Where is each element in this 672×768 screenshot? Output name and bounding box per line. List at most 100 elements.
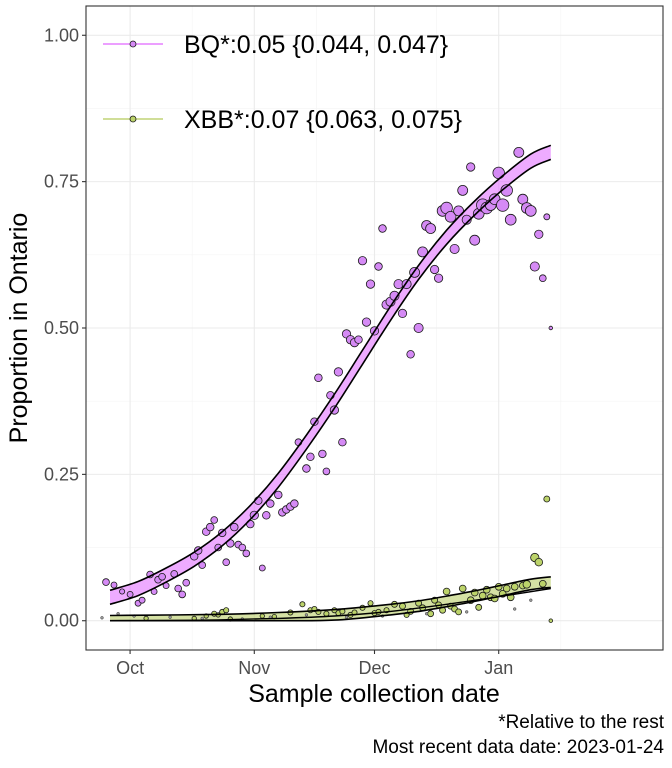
xbb-point: [478, 591, 487, 600]
bq-point: [513, 146, 525, 158]
xbb-fit-band: [110, 576, 551, 621]
bq-point: [338, 438, 347, 447]
bq-point: [361, 317, 372, 327]
bq-point: [174, 584, 183, 593]
x-tick-label: Oct: [116, 658, 144, 678]
rest-point: [425, 612, 429, 616]
fit-bands: [110, 145, 551, 621]
xbb-point: [299, 601, 306, 608]
rest-point: [344, 615, 349, 619]
bq-point: [529, 261, 540, 272]
bq-point: [466, 162, 476, 172]
bq-point: [238, 543, 247, 552]
bq-point: [158, 572, 166, 581]
bq-legend-marker: [129, 40, 137, 48]
bq-point: [258, 564, 266, 572]
y-tick-label: 1.00: [44, 25, 79, 45]
xbb-point: [442, 587, 451, 596]
caption-recent-date: Most recent data date: 2023-01-24: [372, 737, 664, 758]
xbb-point: [522, 580, 531, 589]
bq-point: [119, 588, 126, 595]
bq-point: [222, 558, 231, 566]
legend: BQ*:0.05 {0.044, 0.047} XBB*:0.07 {0.063,…: [103, 31, 462, 134]
caption-relative-note: *Relative to the rest: [498, 712, 664, 733]
bq-point: [397, 308, 408, 318]
bq-point: [290, 499, 299, 508]
y-tick-label: 0.00: [44, 611, 79, 631]
bq-fit-upper-line: [109, 144, 552, 592]
bq-point: [548, 325, 553, 331]
bq-point: [322, 467, 331, 476]
bq-point: [378, 224, 387, 233]
bq-point: [230, 522, 239, 532]
bq-point: [444, 211, 457, 223]
y-axis: 0.00 0.25 0.50 0.75 1.00: [44, 25, 86, 631]
x-axis-title: Sample collection date: [248, 680, 500, 708]
xbb-point: [543, 495, 551, 503]
xbb-point: [534, 558, 543, 567]
bq-point: [333, 367, 343, 377]
bq-point: [214, 543, 223, 552]
xbb-point: [510, 582, 519, 591]
bq-point: [357, 256, 368, 266]
bq-point: [242, 549, 251, 558]
rest-point: [168, 615, 172, 619]
xbb-point: [427, 610, 435, 618]
bq-point: [457, 184, 469, 196]
rest-point: [529, 598, 533, 602]
rest-point: [513, 607, 517, 611]
bq-point: [302, 464, 311, 473]
xbb-point: [475, 603, 483, 611]
xbb-point: [548, 618, 553, 623]
bq-point: [318, 449, 327, 459]
bq-point: [365, 279, 376, 289]
rest-point: [304, 613, 308, 617]
x-tick-label: Dec: [358, 658, 390, 678]
bq-point: [274, 490, 283, 500]
bq-point: [417, 246, 429, 258]
xbb-legend-label: XBB*:0.07 {0.063, 0.075}: [184, 106, 462, 134]
bq-point: [496, 198, 510, 212]
bq-point: [449, 243, 460, 254]
bq-point: [314, 373, 323, 382]
xbb-point: [538, 579, 547, 588]
bq-point: [538, 274, 547, 283]
bq-point: [413, 322, 424, 333]
xbb-point: [455, 608, 463, 616]
y-tick-label: 0.50: [44, 318, 79, 338]
y-tick-label: 0.25: [44, 464, 79, 484]
fit-lines: [109, 144, 552, 622]
bq-point: [262, 511, 271, 520]
bq-point: [205, 522, 215, 532]
bq-point: [374, 262, 383, 271]
xbb-point: [458, 584, 467, 593]
bq-point: [425, 223, 437, 234]
bq-legend-label: BQ*:0.05 {0.044, 0.047}: [184, 31, 448, 59]
bq-point: [524, 205, 537, 217]
bq-point: [469, 234, 481, 246]
xbb-point: [223, 607, 230, 614]
xbb-legend-marker: [129, 115, 137, 123]
y-tick-label: 0.75: [44, 172, 79, 192]
bq-point: [492, 166, 505, 180]
x-tick-label: Jan: [484, 658, 513, 678]
x-tick-label: Nov: [238, 658, 270, 678]
y-axis-title: Proportion in Ontario: [5, 213, 33, 444]
bq-point: [178, 590, 187, 599]
rest-point: [100, 616, 104, 620]
bq-point: [461, 214, 472, 225]
rest-point: [200, 616, 204, 620]
bq-point: [102, 578, 110, 586]
bq-point: [306, 452, 315, 461]
bq-point: [182, 578, 191, 587]
bq-point: [433, 273, 444, 283]
bq-point: [138, 596, 146, 604]
bq-point: [429, 264, 440, 275]
x-axis: Oct Nov Dec Jan: [116, 650, 513, 678]
bq-point: [406, 350, 415, 359]
xbb-point: [323, 610, 330, 617]
bq-fit-lower-line: [109, 158, 552, 606]
bq-point: [354, 335, 363, 344]
rest-point: [465, 610, 469, 614]
